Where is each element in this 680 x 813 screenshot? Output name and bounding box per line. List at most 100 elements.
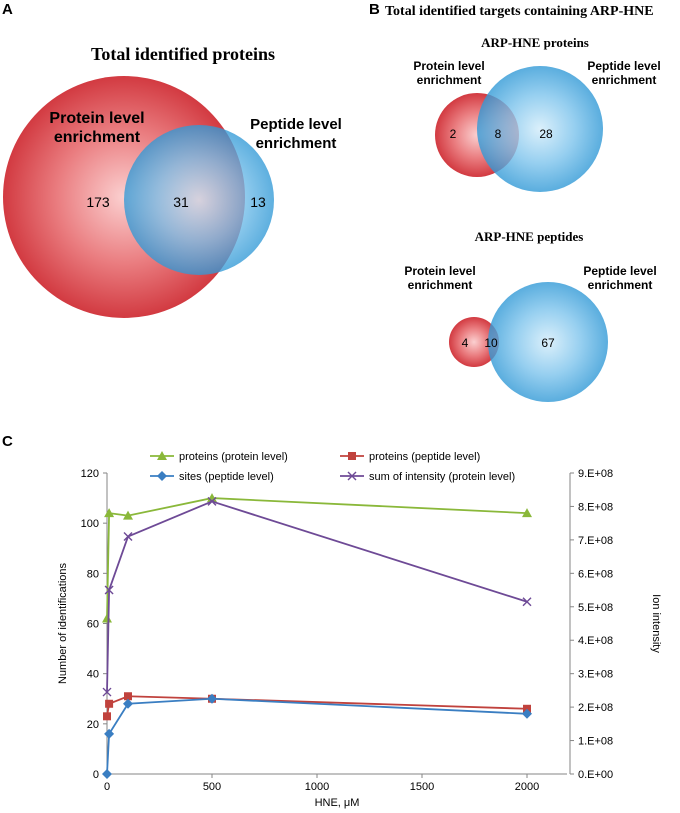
- data-point-sum-of-intensity-protein-level: [207, 496, 217, 506]
- peptides-left-label-line2: enrichment: [408, 278, 473, 292]
- peptides-right-label-line2: enrichment: [588, 278, 653, 292]
- proteins-left-label-line2: enrichment: [417, 73, 482, 87]
- legend-item-proteins-protein-level: proteins (protein level): [150, 451, 288, 463]
- y2-tick-label: 0.E+00: [578, 769, 613, 781]
- x-tick-label: 500: [203, 781, 221, 793]
- x-marker-stroke: [207, 496, 217, 506]
- data-point-sites-peptide-level: [104, 728, 115, 739]
- data-point-proteins-protein-level: [522, 508, 532, 518]
- x-axis-title: HNE, μM: [315, 797, 360, 809]
- count-peptide-only: 13: [250, 194, 266, 210]
- legend-label: proteins (peptide level): [369, 451, 480, 463]
- legend-item-sum-of-intensity-protein-level: sum of intensity (protein level): [340, 471, 515, 483]
- data-point-proteins-peptide-level: [105, 699, 114, 708]
- panel-a: A Total identified proteins Protein leve…: [2, 1, 342, 318]
- peptides-count-left: 4: [462, 336, 469, 350]
- peptides-peptide-level-circle: [488, 282, 608, 402]
- x-marker-stroke: [347, 471, 357, 481]
- legend-item-proteins-peptide-level: proteins (peptide level): [340, 451, 480, 463]
- arp-hne-proteins-title: ARP-HNE proteins: [481, 35, 589, 50]
- arp-hne-peptides-title: ARP-HNE peptides: [475, 229, 584, 244]
- x-marker-stroke: [123, 532, 133, 542]
- panel-b-title: Total identified targets containing ARP-…: [385, 4, 654, 19]
- y2-tick-label: 7.E+08: [578, 535, 613, 547]
- x-tick-label: 1500: [410, 781, 434, 793]
- legend-marker: [157, 451, 167, 460]
- y2-tick-label: 9.E+08: [578, 468, 613, 480]
- legend-marker: [157, 471, 167, 481]
- data-point-proteins-peptide-level: [103, 712, 111, 721]
- peptides-left-label-line1: Protein level: [404, 264, 475, 278]
- proteins-count-right: 28: [539, 127, 553, 141]
- y2-tick-label: 4.E+08: [578, 635, 613, 647]
- y-tick-label: 60: [87, 619, 99, 631]
- data-point-sum-of-intensity-protein-level: [102, 687, 112, 697]
- x-tick-label: 1000: [305, 781, 329, 793]
- proteins-count-overlap: 8: [495, 127, 502, 141]
- peptide-level-label-line1: Peptide level: [250, 116, 342, 133]
- y2-tick-label: 1.E+08: [578, 736, 613, 748]
- data-point-sites-peptide-level: [522, 708, 532, 719]
- series-line-sites-peptide-level: [106, 697, 528, 775]
- legend-label: proteins (protein level): [179, 451, 288, 463]
- peptide-level-circle: [124, 125, 274, 275]
- panel-b-letter: B: [369, 1, 380, 18]
- data-point-sites-peptide-level: [102, 769, 112, 779]
- peptides-count-overlap: 10: [484, 336, 498, 350]
- legend-marker: [347, 471, 357, 481]
- proteins-count-left: 2: [450, 127, 457, 141]
- panel-a-title: Total identified proteins: [91, 44, 275, 64]
- y2-tick-label: 8.E+08: [578, 501, 613, 513]
- y-tick-label: 80: [87, 568, 99, 580]
- count-overlap: 31: [173, 194, 189, 210]
- panel-a-letter: A: [2, 1, 13, 18]
- y-tick-label: 120: [81, 468, 99, 480]
- panel-b: B Total identified targets containing AR…: [369, 1, 661, 402]
- proteins-right-label-line1: Peptide level: [587, 59, 660, 73]
- proteins-right-label-line2: enrichment: [592, 73, 657, 87]
- x-tick-label: 0: [104, 781, 110, 793]
- data-point-sites-peptide-level: [123, 698, 133, 709]
- y-tick-label: 0: [93, 769, 99, 781]
- proteins-left-label-line1: Protein level: [413, 59, 484, 73]
- data-point-sum-of-intensity-protein-level: [123, 532, 133, 542]
- legend-marker: [348, 452, 356, 460]
- legend-label: sum of intensity (protein level): [369, 471, 515, 483]
- proteins-peptide-level-circle: [477, 66, 603, 192]
- y2-tick-label: 3.E+08: [578, 669, 613, 681]
- y2-tick-label: 5.E+08: [578, 602, 613, 614]
- data-point-sum-of-intensity-protein-level: [522, 597, 532, 607]
- protein-level-label-line1: Protein level: [49, 110, 144, 127]
- peptide-level-label-line2: enrichment: [256, 135, 337, 152]
- y-axis-title: Number of identifications: [57, 562, 69, 684]
- panel-c: C proteins (protein level) proteins (pept…: [2, 433, 662, 809]
- data-point-proteins-protein-level: [104, 508, 115, 518]
- data-point-sites-peptide-level: [207, 693, 217, 704]
- protein-level-label-line2: enrichment: [54, 129, 141, 146]
- panel-c-letter: C: [2, 433, 13, 450]
- peptides-right-label-line1: Peptide level: [583, 264, 656, 278]
- series-line-proteins-protein-level: [106, 497, 528, 619]
- y-tick-label: 40: [87, 669, 99, 681]
- data-point-proteins-protein-level: [102, 613, 112, 623]
- data-point-sum-of-intensity-protein-level: [104, 585, 114, 595]
- line-chart: 0 500 1000 1500 2000 0 20 40 60 80 100 120 0.E+00 1.E…: [57, 468, 662, 809]
- legend-label: sites (peptide level): [179, 471, 274, 483]
- x-marker-stroke: [104, 585, 114, 595]
- legend-item-sites-peptide-level: sites (peptide level): [150, 471, 274, 483]
- x-marker-stroke: [522, 597, 532, 607]
- y-tick-label: 20: [87, 719, 99, 731]
- y2-tick-label: 6.E+08: [578, 568, 613, 580]
- chart-legend: proteins (protein level) proteins (peptid…: [150, 451, 515, 483]
- peptides-protein-level-circle: [449, 317, 499, 367]
- series-line-proteins-peptide-level: [106, 695, 528, 717]
- x-tick-label: 2000: [515, 781, 539, 793]
- data-point-proteins-protein-level: [123, 510, 133, 520]
- y2-tick-label: 2.E+08: [578, 702, 613, 714]
- data-point-proteins-peptide-level: [124, 692, 132, 701]
- series-line-sum-of-intensity-protein-level: [106, 500, 528, 693]
- y2-axis-title: Ion intensity: [650, 594, 662, 653]
- data-point-proteins-peptide-level: [523, 704, 531, 713]
- x-marker-stroke: [102, 687, 112, 697]
